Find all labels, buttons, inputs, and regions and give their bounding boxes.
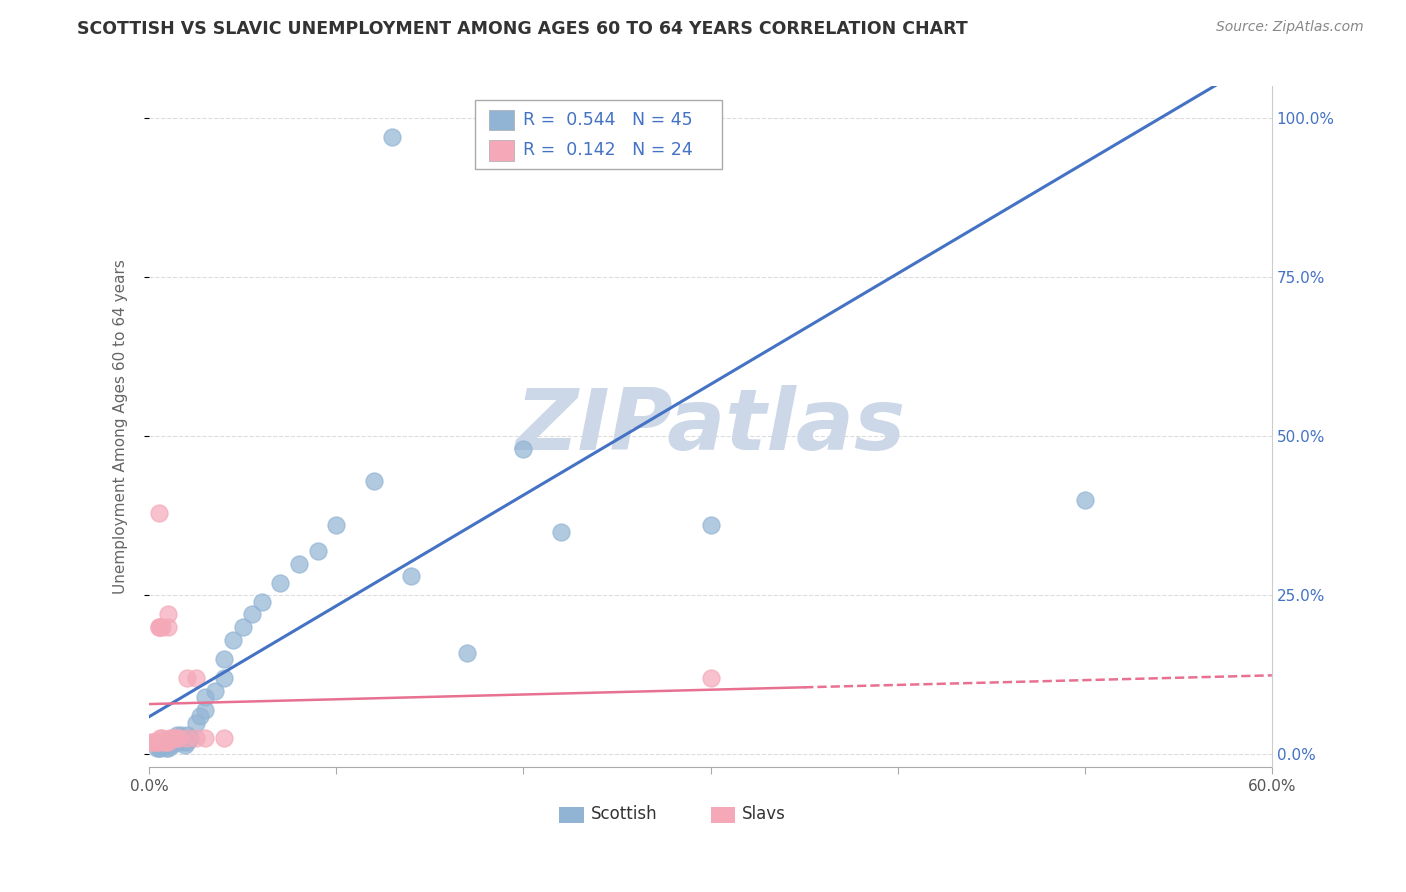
Point bbox=[149, 731, 172, 746]
Point bbox=[184, 671, 207, 685]
FancyBboxPatch shape bbox=[475, 100, 721, 169]
Point bbox=[150, 731, 173, 746]
Point bbox=[699, 671, 721, 685]
Text: R =  0.142   N = 24: R = 0.142 N = 24 bbox=[523, 141, 693, 160]
Bar bbox=[489, 140, 515, 161]
Point bbox=[148, 620, 170, 634]
Point bbox=[288, 557, 311, 571]
Point bbox=[156, 741, 179, 756]
Point bbox=[176, 731, 198, 746]
Point bbox=[150, 620, 173, 634]
Point bbox=[184, 731, 207, 746]
Point bbox=[149, 620, 172, 634]
Point bbox=[155, 741, 177, 756]
Point bbox=[162, 731, 184, 746]
Point bbox=[166, 728, 188, 742]
Point bbox=[159, 731, 181, 746]
Point bbox=[232, 620, 254, 634]
Point bbox=[167, 731, 190, 746]
Point bbox=[145, 741, 167, 756]
Point bbox=[550, 524, 572, 539]
Point bbox=[155, 734, 177, 748]
Point bbox=[512, 442, 534, 456]
Point bbox=[363, 474, 385, 488]
Point bbox=[139, 734, 162, 748]
Point bbox=[148, 734, 170, 748]
Point bbox=[160, 738, 183, 752]
Point bbox=[381, 130, 404, 145]
Text: ZIPatlas: ZIPatlas bbox=[516, 385, 905, 468]
Point bbox=[149, 741, 172, 756]
Point bbox=[176, 728, 198, 742]
Point bbox=[156, 734, 179, 748]
Point bbox=[166, 731, 188, 746]
Point bbox=[176, 734, 198, 748]
Bar bbox=[489, 110, 515, 130]
Point bbox=[194, 690, 217, 705]
Point bbox=[165, 731, 187, 746]
Point bbox=[269, 575, 291, 590]
Text: Source: ZipAtlas.com: Source: ZipAtlas.com bbox=[1216, 20, 1364, 34]
Text: Scottish: Scottish bbox=[591, 805, 657, 823]
Point bbox=[143, 734, 166, 748]
Point bbox=[148, 741, 170, 756]
Point bbox=[606, 130, 628, 145]
Point bbox=[194, 703, 217, 717]
Point bbox=[184, 715, 207, 730]
Text: Slavs: Slavs bbox=[742, 805, 786, 823]
Bar bbox=[560, 806, 583, 823]
Point bbox=[212, 671, 235, 685]
Point bbox=[250, 595, 273, 609]
Point bbox=[173, 738, 195, 752]
Point bbox=[153, 738, 176, 752]
Text: SCOTTISH VS SLAVIC UNEMPLOYMENT AMONG AGES 60 TO 64 YEARS CORRELATION CHART: SCOTTISH VS SLAVIC UNEMPLOYMENT AMONG AG… bbox=[77, 20, 969, 37]
Point bbox=[212, 652, 235, 666]
Point bbox=[166, 734, 188, 748]
Point bbox=[325, 518, 347, 533]
Text: R =  0.544   N = 45: R = 0.544 N = 45 bbox=[523, 112, 693, 129]
Point bbox=[162, 734, 184, 748]
Point bbox=[1074, 492, 1097, 507]
Point bbox=[643, 130, 665, 145]
Point bbox=[148, 506, 170, 520]
Point bbox=[150, 734, 173, 748]
Point bbox=[142, 734, 165, 748]
Point bbox=[240, 607, 263, 622]
Point bbox=[160, 731, 183, 746]
Point bbox=[176, 671, 198, 685]
Point bbox=[222, 632, 245, 647]
Point bbox=[212, 731, 235, 746]
Point bbox=[156, 620, 179, 634]
Point bbox=[456, 646, 478, 660]
Point bbox=[188, 709, 211, 723]
Point bbox=[172, 734, 194, 748]
Point bbox=[167, 731, 190, 746]
Point bbox=[153, 734, 176, 748]
Y-axis label: Unemployment Among Ages 60 to 64 years: Unemployment Among Ages 60 to 64 years bbox=[114, 260, 128, 594]
Point bbox=[204, 683, 226, 698]
Point bbox=[156, 607, 179, 622]
Bar bbox=[710, 806, 735, 823]
Point bbox=[148, 620, 170, 634]
Point bbox=[179, 731, 201, 746]
Point bbox=[399, 569, 422, 583]
Point bbox=[145, 734, 167, 748]
Point bbox=[156, 734, 179, 748]
Point bbox=[170, 728, 193, 742]
Point bbox=[165, 731, 187, 746]
Point bbox=[307, 543, 329, 558]
Point bbox=[699, 518, 721, 533]
Point bbox=[194, 731, 217, 746]
